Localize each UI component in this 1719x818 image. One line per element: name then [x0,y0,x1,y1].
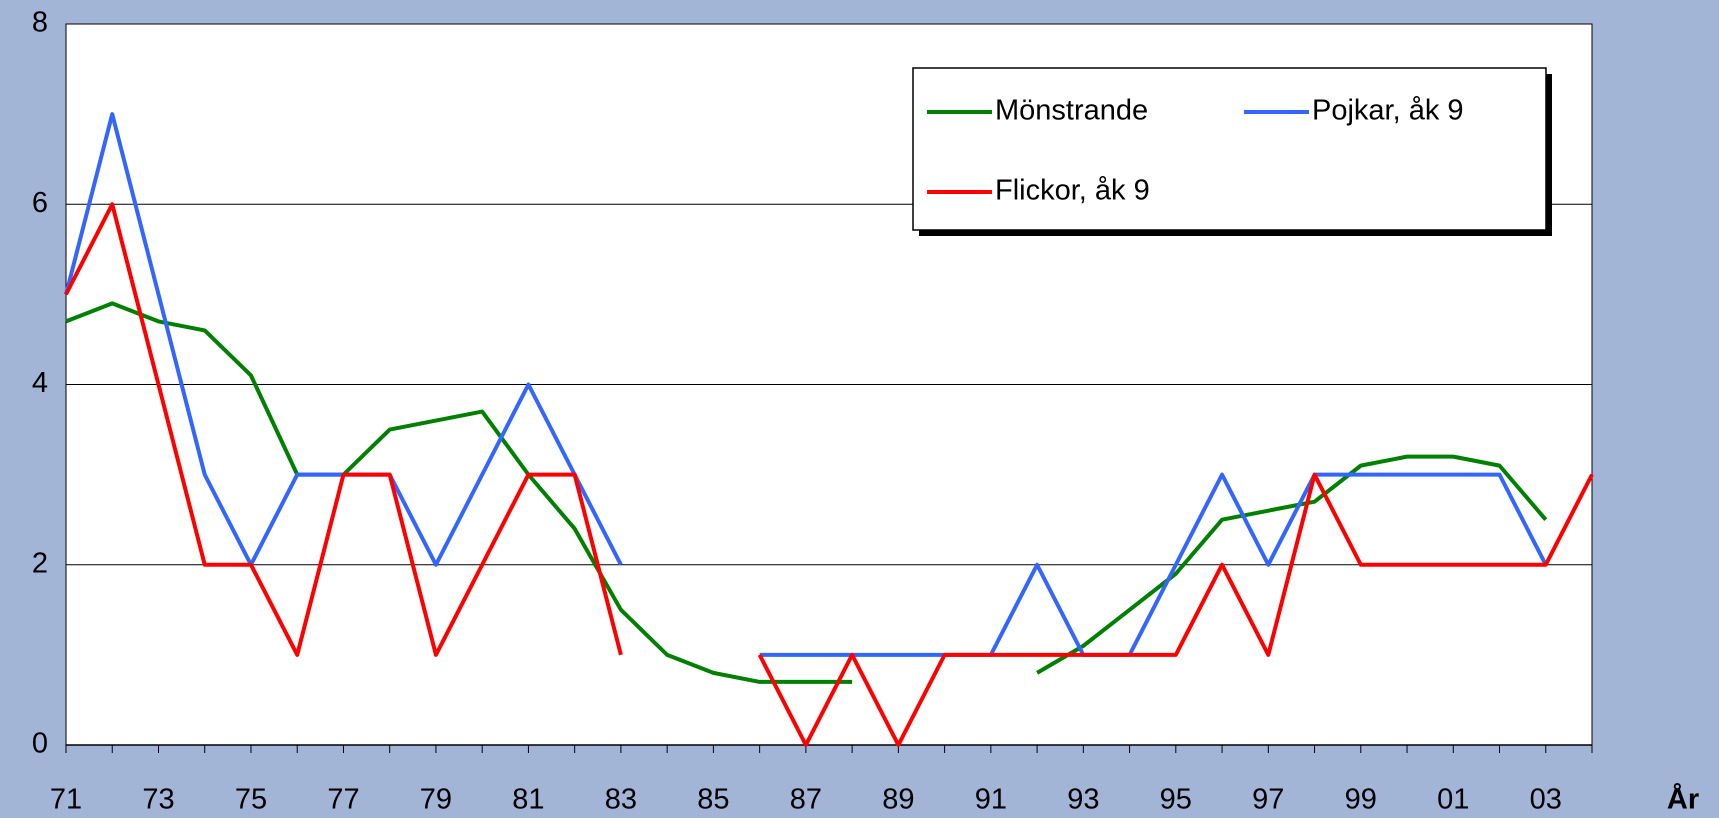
legend-label: Pojkar, åk 9 [1312,95,1464,127]
x-tick-label: 73 [142,784,174,816]
x-tick-label: 87 [790,784,822,816]
y-tick-label: 8 [32,7,48,39]
legend-label: Flickor, åk 9 [995,175,1150,207]
x-tick-label: 95 [1160,784,1192,816]
x-tick-label: 03 [1530,784,1562,816]
legend-label: Mönstrande [995,95,1148,127]
series-line [64,202,623,657]
x-tick-label: 97 [1252,784,1284,816]
x-tick-label: 75 [235,784,267,816]
y-tick-label: 2 [32,547,48,579]
x-axis-label: År [1667,783,1699,816]
x-tick-label: 99 [1345,784,1377,816]
x-tick-label: 83 [605,784,637,816]
x-tick-label: 79 [420,784,452,816]
y-tick-label: 4 [32,367,48,399]
x-tick-label: 71 [50,784,82,816]
x-tick-label: 85 [697,784,729,816]
x-tick-label: 77 [327,784,359,816]
series-line [757,472,1594,747]
x-tick-label: 93 [1067,784,1099,816]
x-tick-label: 81 [512,784,544,816]
x-tick-label: 91 [975,784,1007,816]
y-tick-label: 0 [32,728,48,760]
y-tick-label: 6 [32,187,48,219]
legend [912,67,1547,231]
series-line [65,301,853,684]
x-tick-label: 89 [882,784,914,816]
series-line [1036,454,1548,675]
x-tick-label: 01 [1437,784,1469,816]
series-line [759,472,1548,657]
